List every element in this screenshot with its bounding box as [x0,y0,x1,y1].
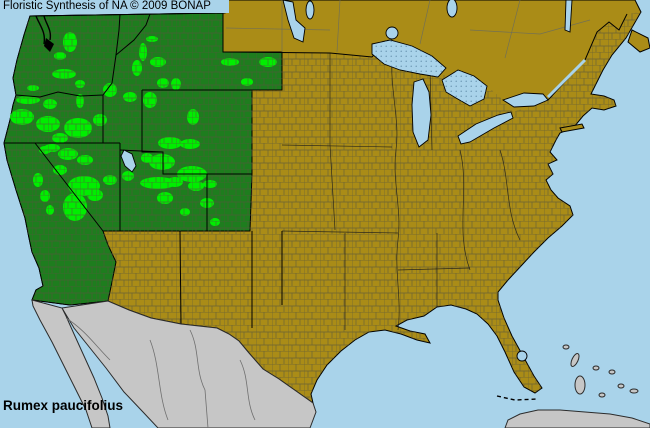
state-borders-east [281,53,521,331]
baja-california-peninsula [31,299,111,428]
lake-winnipegosis [305,0,315,20]
mexico-mainland [61,300,317,428]
lake-of-the-woods [385,26,399,40]
lake-champlain [564,0,573,33]
lakes [120,0,587,362]
mexico-state-lines [65,317,256,428]
canada-subdivision-lines [225,0,591,59]
great-salt-lake [120,149,137,173]
nova-scotia [627,29,650,53]
bahamas-islands [562,344,639,398]
puget-sound-inlets [35,15,54,52]
state-borders-west [4,13,283,328]
lake-nipigon [446,0,458,18]
st-lawrence-river [546,58,587,99]
cuba [504,409,650,428]
lake-okeechobee [516,350,528,362]
map-title: Floristic Synthesis of NA © 2009 BONAP [0,0,229,13]
lake-erie [457,111,514,145]
species-name-label: Rumex paucifolius [3,398,124,413]
lake-michigan [411,78,432,148]
lake-winnipeg [282,0,306,43]
long-island [559,123,585,133]
lake-ontario [501,92,549,108]
